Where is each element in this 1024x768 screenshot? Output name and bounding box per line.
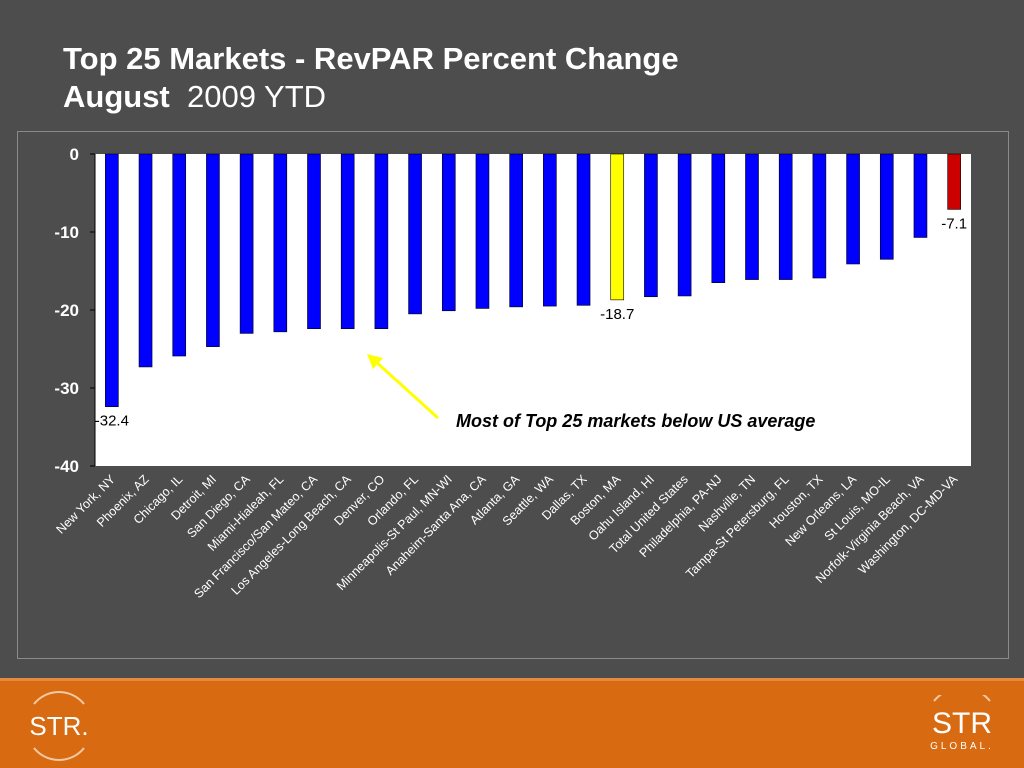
chart-frame: 0 -10 -20 -30 -40 New York, NY Phoenix, AZ Chic… [17,131,1009,659]
title-period: 2009 YTD [187,79,327,114]
bar-6 [307,153,321,330]
category-label: San Francisco/San Mateo, CA [191,472,320,601]
bar-25 [947,153,961,210]
annotation-arrowhead-icon [367,354,383,369]
bar-19 [745,153,759,280]
title-month: August [63,79,170,114]
bar-21 [812,153,827,279]
bar-9 [408,153,422,315]
str-global-logo: STR GLOBAL. [930,695,994,752]
bar-17 [677,153,692,297]
bar-10 [441,153,456,312]
bar-12 [509,153,523,308]
bar-23 [879,153,894,260]
bar-20 [778,153,793,280]
bar-15 [610,153,625,301]
str-logo-left: STR. [29,691,89,761]
annotation-arrow-icon [372,358,440,420]
y-tick-label: -10 [54,223,79,242]
footer-bar: STR. STR GLOBAL. [0,678,1024,768]
data-label: -7.1 [941,215,967,232]
str-global-logo-sub: GLOBAL. [930,741,994,752]
bar-22 [846,153,860,265]
bar-2 [172,153,187,357]
bar-16 [644,153,658,298]
bar-14 [576,153,591,306]
bar-4 [239,153,254,334]
str-logo-text-left: STR. [29,711,88,741]
bar-13 [543,153,557,307]
slide-title: Top 25 Markets - RevPAR Percent Change A… [63,40,679,116]
y-tick-label: -40 [54,457,79,476]
bar-1 [138,153,153,368]
annotation-text: Most of Top 25 markets below US average [456,411,815,431]
y-tick-label: -20 [54,301,79,320]
str-global-logo-main: STR [932,707,992,740]
bar-5 [273,153,288,333]
data-label: -18.7 [600,306,634,323]
y-tick-label: 0 [70,145,79,164]
title-line-2: August 2009 YTD [63,78,679,116]
bar-11 [475,153,490,309]
logo-arc-icon [33,691,85,705]
bar-0 [105,153,119,408]
y-tick-label: -30 [54,379,79,398]
bar-3 [206,153,220,347]
title-line-1: Top 25 Markets - RevPAR Percent Change [63,41,679,76]
bar-18 [711,153,726,283]
logo-arc-icon-right [933,695,991,702]
data-label: -32.4 [95,413,129,430]
logo-arc-icon-lower [33,747,85,761]
bar-24 [913,153,928,238]
bar-7 [340,153,355,330]
bar-8 [374,153,389,330]
